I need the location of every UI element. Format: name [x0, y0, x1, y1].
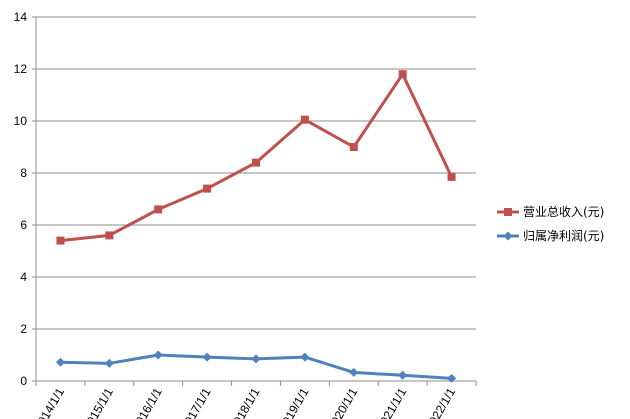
data-point	[55, 357, 65, 367]
data-point	[447, 373, 457, 383]
axes	[35, 17, 476, 382]
y-tick-label: 8	[20, 166, 27, 180]
data-point	[105, 231, 114, 240]
y-tick-label: 12	[14, 62, 28, 76]
y-tick-label: 6	[20, 218, 27, 232]
y-tick-label: 4	[20, 270, 27, 284]
data-point	[398, 70, 407, 79]
data-point	[154, 205, 163, 214]
series-layer	[55, 70, 457, 383]
data-point	[153, 350, 163, 360]
data-point	[202, 352, 212, 362]
legend-swatch-marker	[503, 231, 513, 241]
data-point	[349, 143, 358, 151]
series-2	[55, 350, 457, 383]
data-point	[203, 184, 212, 193]
y-tick-label: 14	[14, 10, 28, 24]
legend: 营业总收入(元) 归属净利润(元)	[497, 205, 604, 243]
data-point	[349, 367, 359, 377]
y-tick-label: 0	[20, 374, 27, 388]
data-point	[447, 172, 456, 181]
data-point	[251, 354, 261, 364]
legend-item-2: 归属净利润(元)	[497, 229, 604, 243]
y-tick-label: 2	[20, 322, 27, 336]
data-point	[300, 352, 310, 362]
data-point	[398, 370, 408, 380]
legend-label: 归属净利润(元)	[523, 229, 604, 243]
data-point	[56, 236, 65, 245]
data-point	[252, 158, 260, 167]
series-1	[56, 70, 456, 245]
legend-label: 营业总收入(元)	[523, 205, 604, 219]
y-axis-ticks: 0 2 4 6 8 10 12 14	[14, 10, 36, 388]
y-tick-label: 10	[14, 114, 28, 128]
data-point	[300, 115, 309, 124]
gridlines	[36, 16, 476, 330]
data-point	[104, 358, 114, 368]
legend-item-1: 营业总收入(元)	[497, 205, 604, 219]
legend-swatch-marker	[504, 208, 512, 216]
